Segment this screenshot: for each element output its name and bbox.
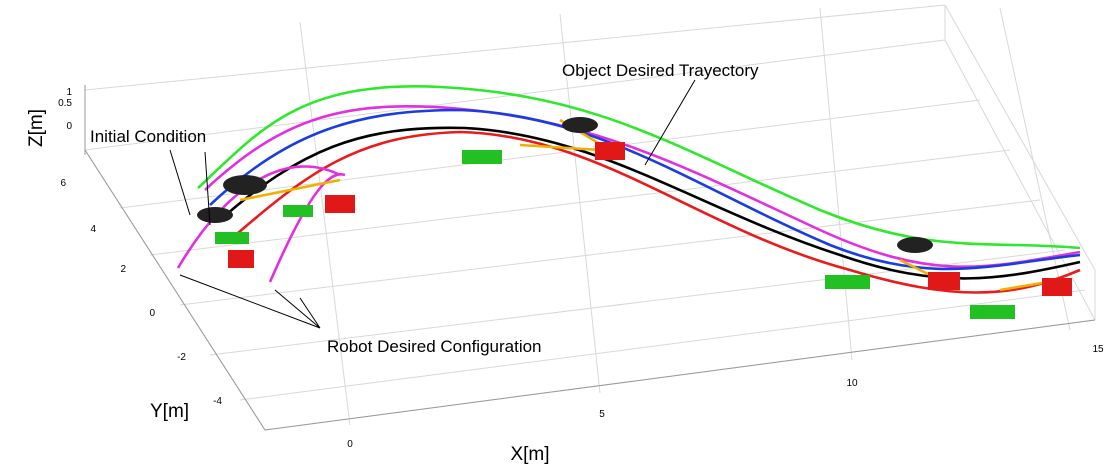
x-tick: 0 xyxy=(347,439,353,450)
x-tick: 5 xyxy=(599,409,605,420)
trajectory xyxy=(198,86,1080,248)
figure: 1 0.5 0 Z[m] 6 4 2 0 -2 -4 Y[m] 0 5 10 1… xyxy=(0,0,1110,466)
robot xyxy=(825,275,870,289)
arrows xyxy=(170,80,695,328)
x-tick: 10 xyxy=(846,378,858,389)
y-tick: -2 xyxy=(177,352,186,363)
z-tick: 0.5 xyxy=(58,98,72,109)
z-label: Z[m] xyxy=(26,109,47,147)
z-tick: 1 xyxy=(66,87,72,98)
y-tick: 2 xyxy=(120,264,126,275)
robot xyxy=(215,232,249,244)
trajectories xyxy=(178,86,1080,292)
manipulator xyxy=(562,117,598,133)
robot xyxy=(325,195,355,213)
y-tick: 6 xyxy=(60,178,66,189)
robot xyxy=(595,142,625,160)
y-tick: 0 xyxy=(149,308,155,319)
manipulator xyxy=(223,175,267,195)
z-tick: 0 xyxy=(66,121,72,132)
annotation: Object Desired Trayectory xyxy=(562,61,759,80)
y-tick: -4 xyxy=(213,396,222,407)
robot xyxy=(928,272,960,290)
annotation: Initial Condition xyxy=(90,127,206,146)
manipulator xyxy=(197,207,233,223)
y-tick: 4 xyxy=(90,224,96,235)
x-tick: 15 xyxy=(1092,344,1104,355)
robot xyxy=(1042,278,1072,296)
robot xyxy=(228,250,254,268)
x-label: X[m] xyxy=(510,444,549,465)
manipulator xyxy=(897,237,933,253)
arrow xyxy=(170,80,695,328)
robot xyxy=(462,150,502,164)
annotation: Robot Desired Configuration xyxy=(327,337,542,356)
robot xyxy=(970,305,1015,319)
trajectory xyxy=(210,110,1080,269)
y-label: Y[m] xyxy=(150,401,189,422)
robot xyxy=(283,205,313,217)
